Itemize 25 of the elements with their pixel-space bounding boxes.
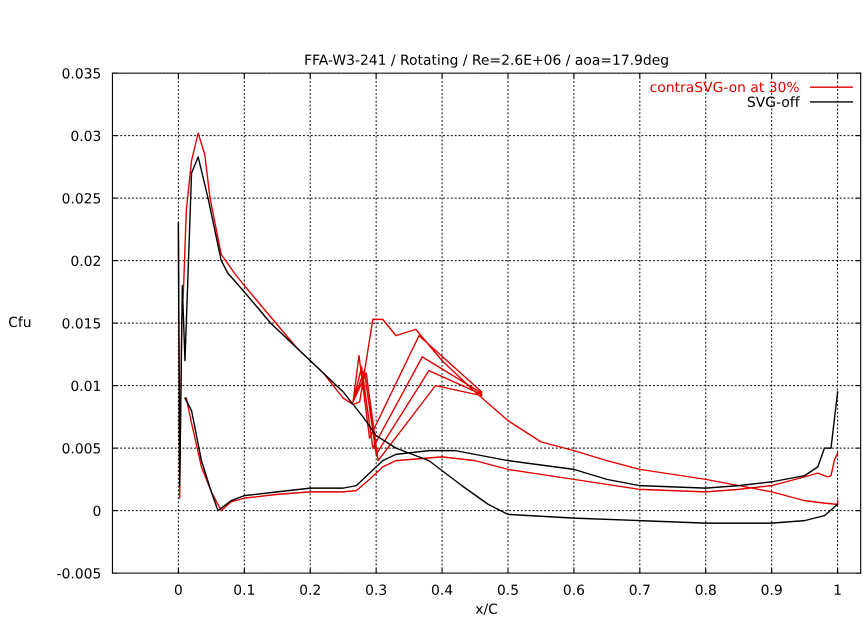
x-tick-label: 0.2: [300, 584, 320, 595]
y-tick-label: -0.005: [57, 568, 100, 579]
y-tick-label: 0.025: [62, 193, 100, 204]
chart-title: FFA-W3-241 / Rotating / Re=2.6E+06 / aoa=17.9deg: [305, 54, 668, 68]
y-tick-label: 0.005: [62, 443, 100, 454]
x-axis-title: x/C: [476, 603, 498, 616]
x-tick-label: 0.1: [234, 584, 254, 595]
y-axis-title: Cfu: [8, 316, 30, 328]
x-tick-label: 0.7: [630, 584, 650, 595]
x-tick-label: 0.8: [696, 584, 716, 595]
y-tick-label: 0.035: [62, 68, 100, 79]
x-tick-label: 0.5: [498, 584, 518, 595]
x-tick-label: 0.3: [366, 584, 386, 595]
y-tick-label: 0.01: [71, 380, 100, 392]
x-tick-label: 0.9: [762, 584, 782, 595]
y-tick-label: 0.03: [71, 130, 100, 142]
x-tick-label: 0: [174, 584, 182, 595]
y-tick-label: 0.02: [71, 256, 100, 266]
x-tick-label: 0.6: [564, 584, 584, 595]
legend-label: contraSVG-on at 30%: [650, 82, 799, 92]
x-tick-label: 1: [834, 584, 841, 595]
y-tick-label: 0.015: [62, 318, 100, 329]
legend-label: SVG-off: [748, 96, 800, 108]
y-tick-label: 0: [93, 506, 100, 516]
x-tick-label: 0.4: [432, 584, 452, 595]
